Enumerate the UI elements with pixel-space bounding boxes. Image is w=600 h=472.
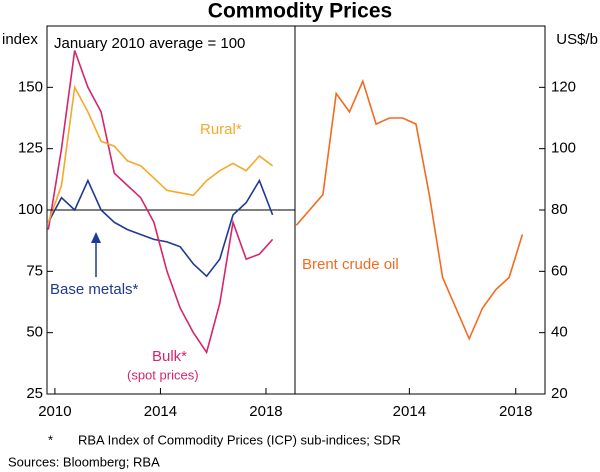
series-line	[47, 84, 274, 223]
footnote-marker: *	[48, 432, 53, 447]
y-tick-label: 120	[551, 78, 576, 95]
y-axis-label: US$/b	[556, 31, 598, 48]
series-label: Brent crude oil	[302, 256, 399, 273]
y-axis-label: index	[2, 31, 38, 48]
series-line	[47, 178, 274, 278]
x-tick-label: 2018	[249, 403, 282, 420]
x-tick-label: 2014	[393, 403, 426, 420]
y-tick-label: 75	[26, 262, 43, 279]
x-tick-label: 2018	[499, 403, 532, 420]
y-tick-label: 40	[551, 324, 568, 341]
y-tick-label: 50	[26, 324, 43, 341]
y-tick-label: 80	[551, 201, 568, 218]
arrow-head	[91, 232, 101, 243]
series-line	[295, 78, 524, 341]
y-tick-label: 150	[18, 78, 43, 95]
annotation: January 2010 average = 100	[54, 35, 245, 52]
footnote: RBA Index of Commodity Prices (ICP) sub-…	[78, 432, 401, 447]
series-label: Base metals*	[50, 281, 139, 298]
plot-frame	[294, 25, 546, 395]
series-line	[47, 50, 274, 355]
y-tick-label: 125	[18, 140, 43, 157]
y-tick-label: 25	[26, 385, 43, 402]
y-tick-label: 20	[551, 385, 568, 402]
chart-title: Commodity Prices	[208, 0, 392, 23]
series-label: Bulk*	[152, 348, 187, 365]
sources: Sources: Bloomberg; RBA	[8, 454, 160, 469]
x-tick-label: 2010	[38, 403, 71, 420]
x-tick-label: 2014	[144, 403, 177, 420]
y-tick-label: 60	[551, 262, 568, 279]
series-label: Rural*	[200, 121, 242, 138]
y-tick-label: 100	[551, 140, 576, 157]
y-tick-label: 100	[18, 201, 43, 218]
series-note: (spot prices)	[127, 367, 199, 382]
